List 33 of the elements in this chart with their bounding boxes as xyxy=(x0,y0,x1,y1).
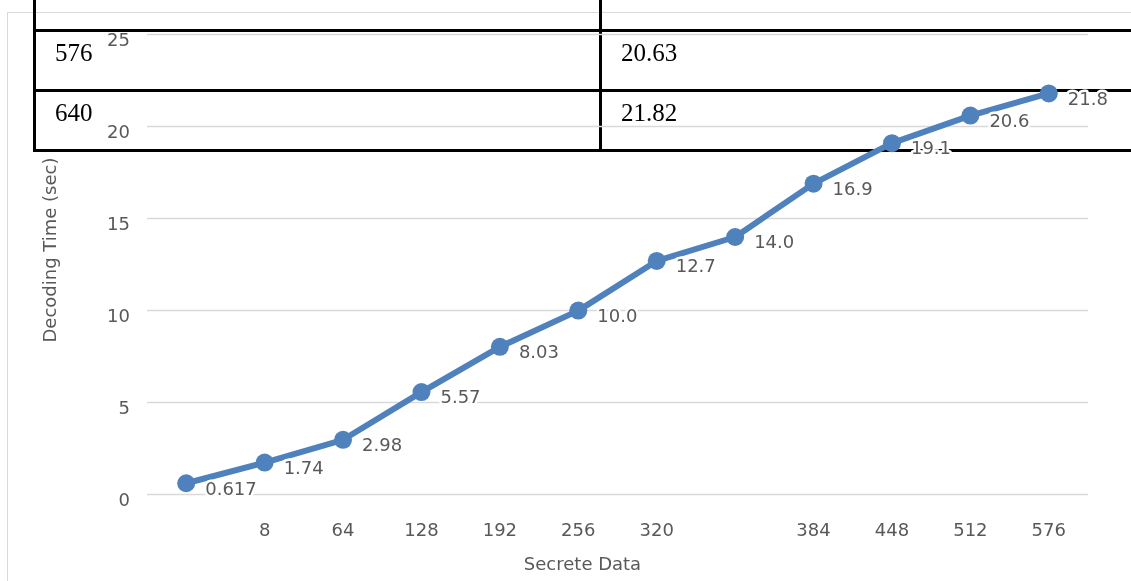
y-tick-label: 10 xyxy=(107,304,130,326)
data-label: 12.7 xyxy=(675,255,716,277)
data-label: 1.74 xyxy=(283,456,324,478)
y-tick-label: 25 xyxy=(107,28,130,50)
data-label: 20.6 xyxy=(989,109,1030,131)
x-tick-label: 576 xyxy=(1031,519,1066,540)
y-axis-title: Decoding Time (sec) xyxy=(39,157,61,343)
data-label: 16.9 xyxy=(832,177,873,199)
y-tick-label: 0 xyxy=(118,488,130,510)
data-label: 21.8 xyxy=(1067,87,1108,109)
x-axis-title: Secrete Data xyxy=(523,553,642,574)
data-label: 14.0 xyxy=(754,231,795,253)
y-tick-label: 15 xyxy=(107,212,130,234)
x-tick-label: 256 xyxy=(561,519,596,540)
x-tick-label: 128 xyxy=(404,519,439,540)
text: 576 xyxy=(55,38,93,68)
x-tick-label: 384 xyxy=(796,519,831,540)
y-tick-label: 5 xyxy=(118,396,130,418)
annotation: 21.82 xyxy=(621,98,678,128)
annotation: 20.63 xyxy=(621,38,678,68)
x-tick-label: 320 xyxy=(639,519,674,540)
data-label: 10.0 xyxy=(597,304,638,326)
x-tick-label: 512 xyxy=(953,519,988,540)
data-label: 0.617 xyxy=(205,477,257,499)
data-label: 8.03 xyxy=(518,341,559,363)
x-tick-label: 64 xyxy=(331,519,355,540)
text: 640 xyxy=(55,98,93,128)
data-label: 5.57 xyxy=(440,386,481,408)
x-tick-label: 448 xyxy=(874,519,910,540)
x-tick-label: 192 xyxy=(482,519,518,540)
y-tick-label: 20 xyxy=(107,120,130,142)
x-tick-label: 8 xyxy=(258,519,271,540)
data-label: 2.98 xyxy=(362,434,403,456)
